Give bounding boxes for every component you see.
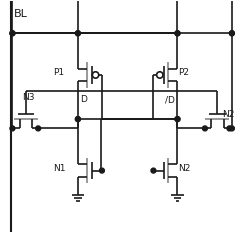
Text: /D: /D: [165, 95, 175, 104]
Circle shape: [175, 117, 180, 122]
Text: P1: P1: [53, 68, 64, 77]
Circle shape: [75, 31, 80, 36]
Circle shape: [75, 117, 80, 122]
Circle shape: [175, 31, 180, 36]
Circle shape: [99, 168, 104, 173]
Circle shape: [229, 31, 234, 36]
Circle shape: [227, 126, 232, 131]
Text: D: D: [80, 95, 87, 104]
Circle shape: [10, 31, 15, 36]
Circle shape: [175, 117, 180, 122]
Text: N2: N2: [178, 164, 190, 173]
Text: N3: N3: [22, 93, 35, 101]
Circle shape: [10, 31, 15, 36]
Circle shape: [229, 126, 234, 131]
Circle shape: [151, 168, 156, 173]
Circle shape: [10, 126, 15, 131]
Text: BL: BL: [14, 8, 28, 19]
Text: N2: N2: [222, 110, 234, 119]
Text: P2: P2: [178, 68, 189, 77]
Circle shape: [175, 31, 180, 36]
Circle shape: [75, 117, 80, 122]
Circle shape: [75, 31, 80, 36]
Circle shape: [202, 126, 207, 131]
Text: N1: N1: [53, 164, 65, 173]
Circle shape: [229, 31, 234, 36]
Circle shape: [36, 126, 41, 131]
